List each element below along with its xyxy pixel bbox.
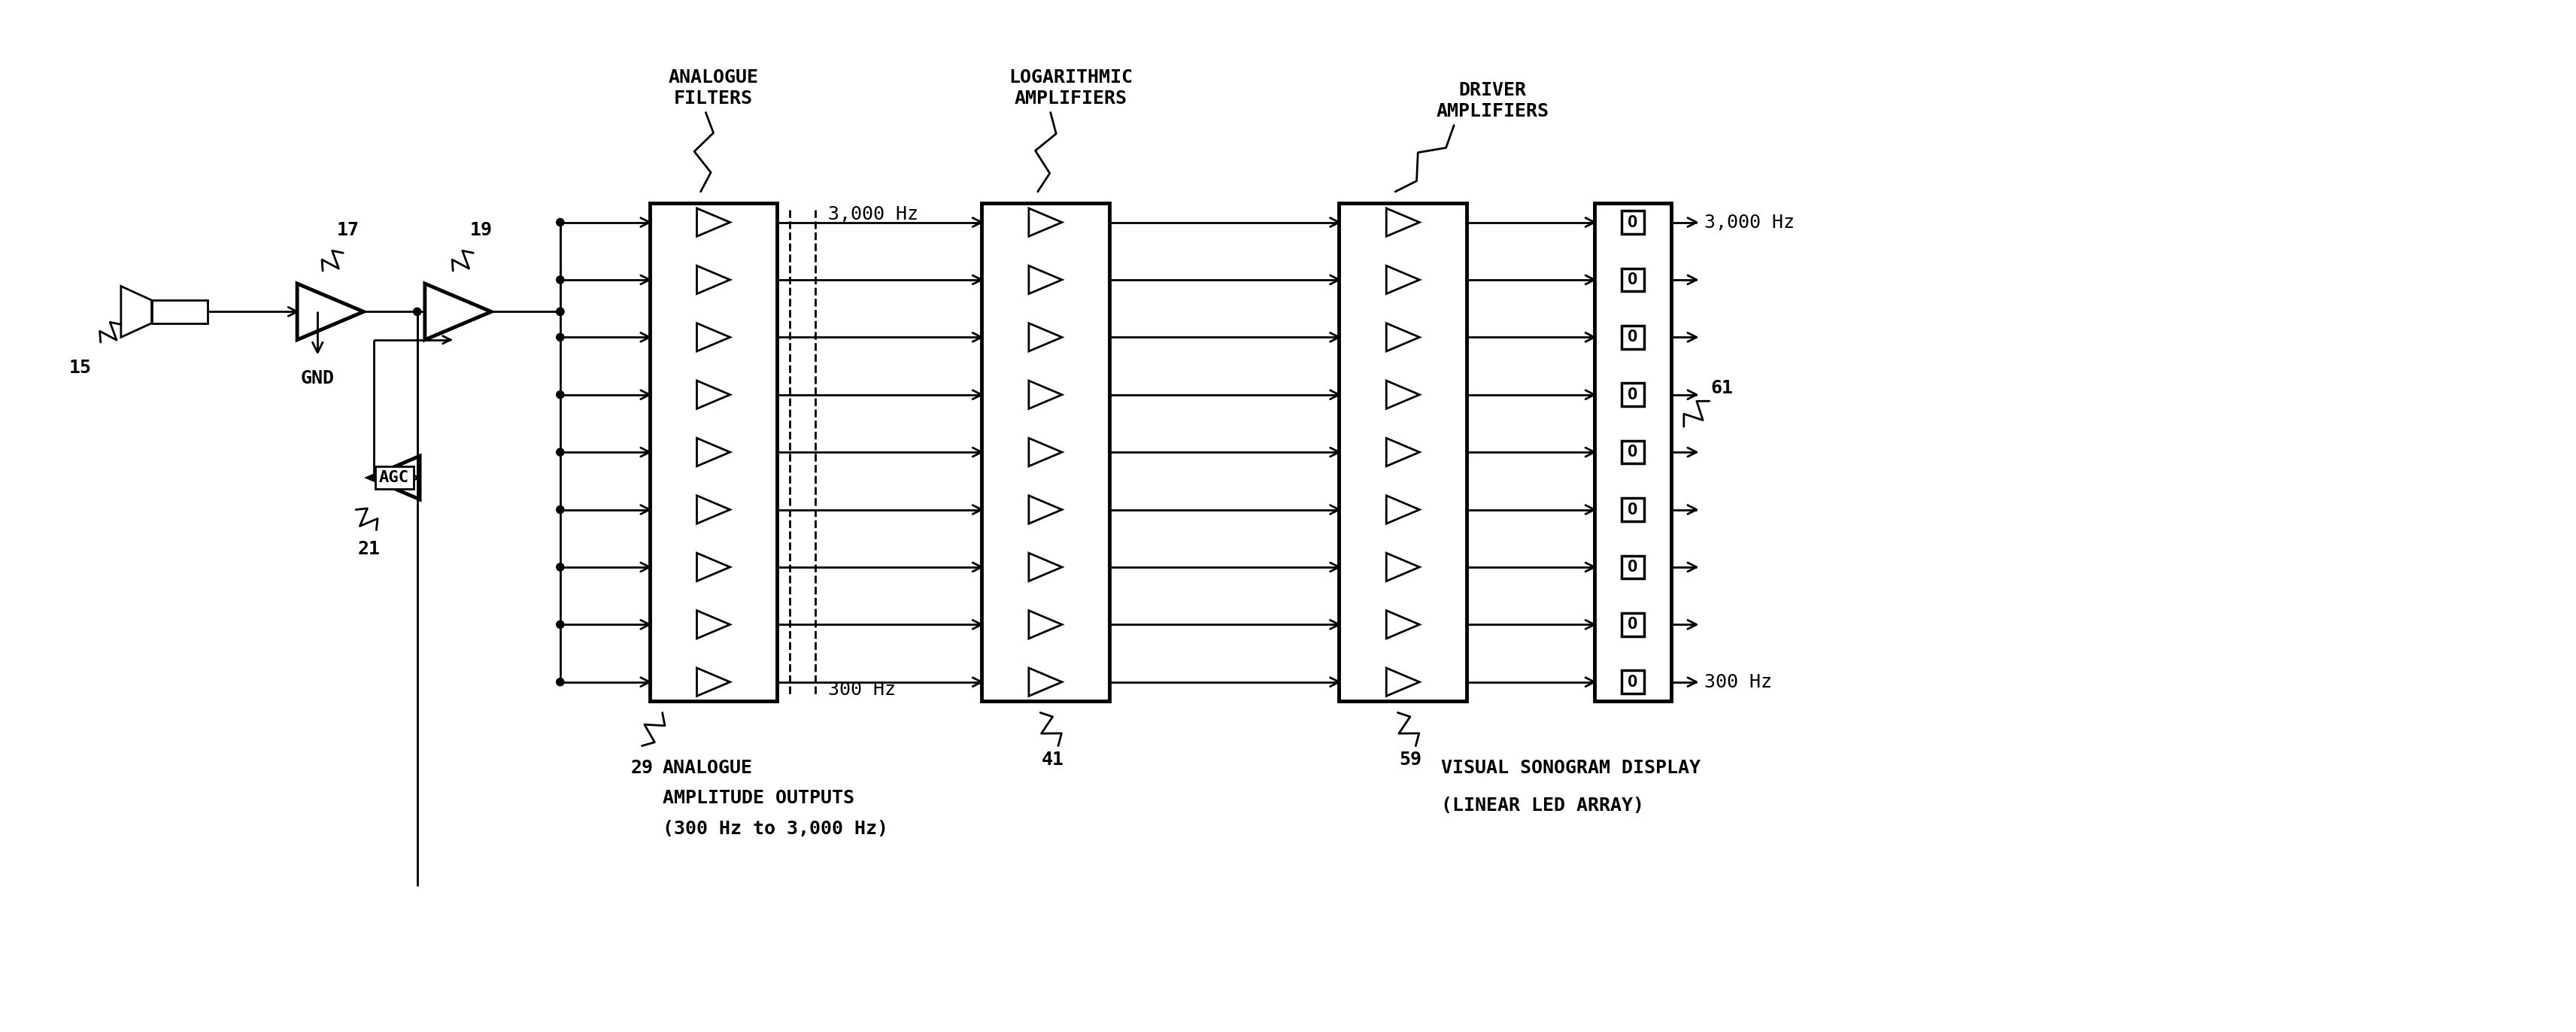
Text: 19: 19	[469, 221, 492, 239]
Bar	[1620, 613, 1643, 636]
Circle shape	[556, 219, 564, 226]
Text: 15: 15	[70, 359, 90, 377]
Text: 21: 21	[358, 540, 381, 558]
Text: 61: 61	[1710, 380, 1734, 397]
Text: O: O	[1628, 617, 1638, 632]
Circle shape	[556, 448, 564, 456]
Text: 41: 41	[1041, 751, 1064, 769]
Circle shape	[556, 333, 564, 341]
Text: 300 Hz: 300 Hz	[829, 681, 896, 699]
Text: 3,000 Hz: 3,000 Hz	[1705, 214, 1795, 231]
Text: 300 Hz: 300 Hz	[1705, 673, 1772, 691]
Text: GND: GND	[301, 369, 335, 387]
Text: O: O	[1628, 272, 1638, 287]
Text: O: O	[1628, 675, 1638, 689]
Bar	[1595, 203, 1672, 701]
Text: 3,000 Hz: 3,000 Hz	[829, 205, 920, 224]
Bar	[649, 203, 778, 701]
Text: ANALOGUE
FILTERS: ANALOGUE FILTERS	[667, 68, 757, 107]
Bar	[1620, 211, 1643, 234]
Bar	[1620, 326, 1643, 349]
Bar	[1340, 203, 1466, 701]
Text: O: O	[1628, 215, 1638, 230]
Text: O: O	[1628, 387, 1638, 402]
Circle shape	[556, 563, 564, 571]
Text: O: O	[1628, 445, 1638, 459]
Text: ANALOGUE: ANALOGUE	[662, 759, 752, 777]
Bar	[981, 203, 1110, 701]
Text: (300 Hz to 3,000 Hz): (300 Hz to 3,000 Hz)	[662, 819, 889, 838]
Bar	[1620, 555, 1643, 579]
Text: AGC: AGC	[379, 471, 410, 485]
Text: 59: 59	[1399, 751, 1422, 769]
Circle shape	[556, 620, 564, 628]
Text: AMPLITUDE OUTPUTS: AMPLITUDE OUTPUTS	[662, 789, 855, 807]
Text: 29: 29	[631, 759, 654, 777]
Bar	[1620, 441, 1643, 463]
Circle shape	[556, 391, 564, 398]
Bar	[1620, 671, 1643, 694]
Text: (LINEAR LED ARRAY): (LINEAR LED ARRAY)	[1440, 797, 1643, 815]
Bar	[1620, 383, 1643, 407]
Circle shape	[556, 506, 564, 514]
Text: DRIVER
AMPLIFIERS: DRIVER AMPLIFIERS	[1435, 82, 1548, 120]
Text: O: O	[1628, 559, 1638, 575]
Bar	[152, 300, 209, 323]
Text: O: O	[1628, 503, 1638, 517]
Text: 17: 17	[337, 221, 361, 239]
Circle shape	[556, 308, 564, 316]
Text: O: O	[1628, 329, 1638, 345]
Circle shape	[556, 308, 564, 316]
Text: LOGARITHMIC
AMPLIFIERS: LOGARITHMIC AMPLIFIERS	[1010, 68, 1133, 107]
Circle shape	[556, 678, 564, 686]
Circle shape	[556, 276, 564, 284]
Bar	[1620, 498, 1643, 521]
Text: VISUAL SONOGRAM DISPLAY: VISUAL SONOGRAM DISPLAY	[1440, 759, 1700, 777]
Circle shape	[412, 308, 420, 316]
Bar	[376, 466, 412, 489]
Bar	[1620, 268, 1643, 291]
